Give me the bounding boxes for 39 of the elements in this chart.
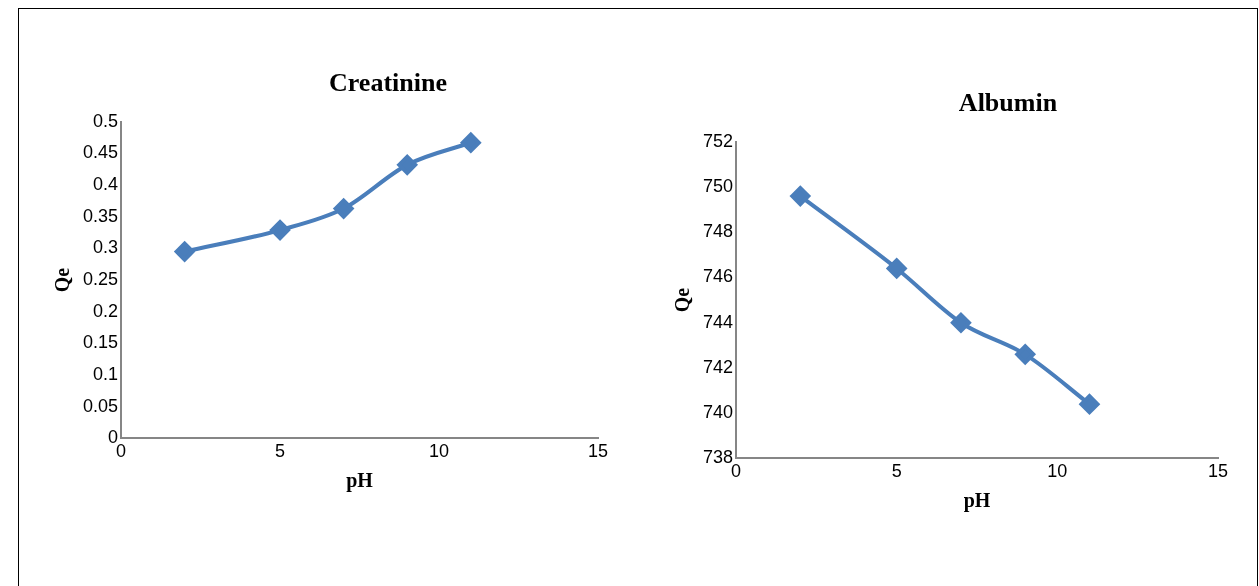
x-tick-label: 10 <box>429 441 450 462</box>
y-tick-label: 0.5 <box>93 110 119 131</box>
point <box>1079 394 1100 415</box>
point <box>886 258 907 279</box>
x-axis-title: pH <box>346 469 374 493</box>
y-tick-label: 0.15 <box>82 332 119 353</box>
x-axis-title: pH <box>963 489 991 513</box>
y-tick-label: 0.3 <box>93 237 119 258</box>
point <box>1015 344 1036 365</box>
y-tick-label: 0.25 <box>82 269 119 290</box>
y-tick-label: 0.4 <box>93 174 119 195</box>
y-tick-label: 740 <box>702 402 734 423</box>
y-tick-label: 0.35 <box>82 205 119 226</box>
y-axis-title: Qe <box>51 267 74 293</box>
x-tick-label: 15 <box>587 441 609 462</box>
point <box>460 132 481 153</box>
x-tick-label: 5 <box>891 461 902 482</box>
point <box>397 154 418 175</box>
point <box>174 241 195 262</box>
y-tick-label: 0.2 <box>93 300 119 321</box>
y-tick-label: 746 <box>702 266 734 287</box>
point <box>950 312 971 333</box>
y-tick-label: 0.05 <box>82 395 119 416</box>
y-tick-label: 744 <box>702 311 734 332</box>
y-tick-label: 0.1 <box>93 364 119 385</box>
x-tick-label: 5 <box>275 441 286 462</box>
y-tick-label: 742 <box>702 356 734 377</box>
point <box>270 220 291 241</box>
x-tick-label: 10 <box>1047 461 1068 482</box>
y-axis-title: Qe <box>671 287 694 313</box>
y-tick-label: 750 <box>702 176 734 196</box>
x-tick-label: 15 <box>1207 461 1229 482</box>
y-tick-label: 752 <box>702 130 734 151</box>
y-tick-label: 748 <box>702 221 734 242</box>
point <box>790 186 811 207</box>
chart-title: Creatinine <box>328 67 448 98</box>
chart-title: Albumin <box>957 87 1059 118</box>
y-tick-label: 0.45 <box>82 142 119 163</box>
point <box>333 198 354 219</box>
